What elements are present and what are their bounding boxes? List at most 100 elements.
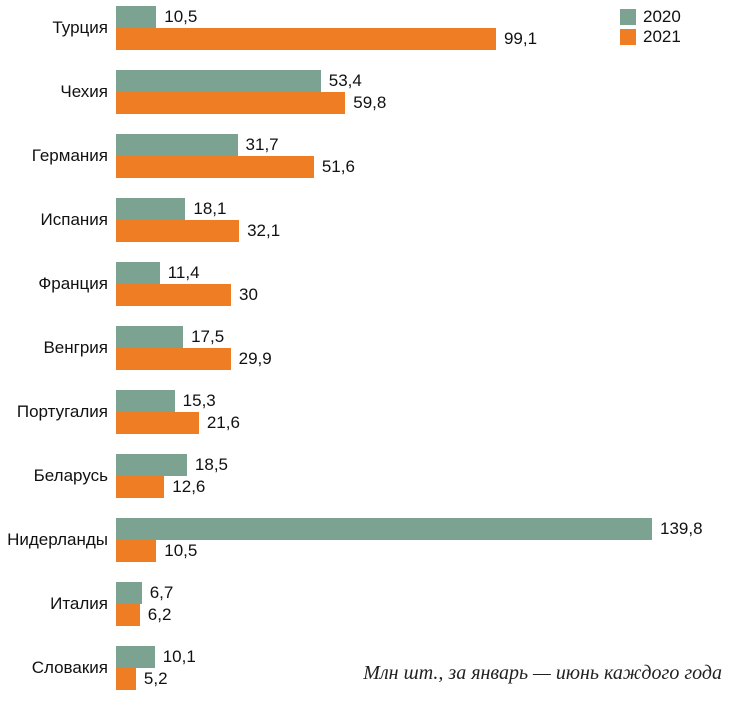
bar-line-2020: 15,3 bbox=[116, 390, 732, 412]
bar-2020 bbox=[116, 6, 157, 28]
bar-group: Нидерланды 139,8 10,5 bbox=[0, 518, 732, 562]
bar-pair: 10,5 99,1 bbox=[116, 6, 732, 50]
bar-group: Словакия 10,1 5,2 bbox=[0, 646, 732, 690]
bar-line-2020: 139,8 bbox=[116, 518, 732, 540]
bar-pair: 11,4 30 bbox=[116, 262, 732, 306]
bar-2021 bbox=[116, 220, 240, 242]
bar-pair: 6,7 6,2 bbox=[116, 582, 732, 626]
legend-item-2021: 2021 bbox=[620, 27, 681, 46]
value-label: 12,6 bbox=[172, 477, 206, 496]
bar-pair: 53,4 59,8 bbox=[116, 70, 732, 114]
bar-line-2020: 10,1 bbox=[116, 646, 732, 668]
bar-2021 bbox=[116, 284, 232, 306]
bar-pair: 10,1 5,2 bbox=[116, 646, 732, 690]
value-label: 29,9 bbox=[238, 349, 272, 368]
bar-line-2021: 6,2 bbox=[116, 604, 732, 626]
bar-line-2021: 10,5 bbox=[116, 540, 732, 562]
bar-group: Чехия 53,4 59,8 bbox=[0, 70, 732, 114]
category-label: Словакия bbox=[31, 657, 108, 677]
bar-group: Португалия 15,3 21,6 bbox=[0, 390, 732, 434]
value-label: 11,4 bbox=[167, 263, 200, 282]
bar-pair: 31,7 51,6 bbox=[116, 134, 732, 178]
bar-2020 bbox=[116, 390, 175, 412]
bar-line-2021: 32,1 bbox=[116, 220, 732, 242]
value-label: 6,7 bbox=[149, 583, 174, 602]
value-label: 18,5 bbox=[194, 455, 229, 474]
bar-2021 bbox=[116, 476, 165, 498]
bar-2021 bbox=[116, 348, 231, 370]
bar-chart: Турция 10,5 99,1 Чехия 53,4 59,8 Германия 31,7 5… bbox=[0, 6, 732, 710]
category-label: Турция bbox=[52, 17, 108, 37]
bar-line-2021: 29,9 bbox=[116, 348, 732, 370]
bar-group: Франция 11,4 30 bbox=[0, 262, 732, 306]
bar-group: Испания 18,1 32,1 bbox=[0, 198, 732, 242]
legend-item-2020: 2020 bbox=[620, 7, 681, 26]
legend: 2020 2021 bbox=[620, 7, 681, 48]
category-label: Испания bbox=[40, 209, 108, 229]
bar-pair: 15,3 21,6 bbox=[116, 390, 732, 434]
bar-line-2020: 17,5 bbox=[116, 326, 732, 348]
bar-2020 bbox=[116, 326, 184, 348]
bar-pair: 139,8 10,5 bbox=[116, 518, 732, 562]
legend-swatch-icon bbox=[620, 29, 636, 45]
value-label: 32,1 bbox=[247, 221, 281, 240]
bar-2021 bbox=[116, 540, 157, 562]
value-label: 17,5 bbox=[191, 327, 225, 346]
bar-pair: 18,1 32,1 bbox=[116, 198, 732, 242]
value-label: 51,6 bbox=[321, 157, 355, 176]
bar-2021 bbox=[116, 92, 346, 114]
bar-line-2021: 5,2 bbox=[116, 668, 732, 690]
chart-caption: Млн шт., за январь — июнь каждого года bbox=[363, 662, 722, 684]
bar-2020 bbox=[116, 454, 187, 476]
bar-group: Италия 6,7 6,2 bbox=[0, 582, 732, 626]
value-label: 5,2 bbox=[143, 669, 168, 688]
bar-2020 bbox=[116, 70, 321, 92]
bar-2021 bbox=[116, 28, 496, 50]
category-label: Германия bbox=[31, 145, 108, 165]
bar-line-2020: 31,7 bbox=[116, 134, 732, 156]
bar-line-2021: 12,6 bbox=[116, 476, 732, 498]
value-label: 10,5 bbox=[164, 541, 198, 560]
bar-pair: 18,5 12,6 bbox=[116, 454, 732, 498]
bar-line-2021: 59,8 bbox=[116, 92, 732, 114]
bar-line-2021: 21,6 bbox=[116, 412, 732, 434]
bar-line-2020: 10,5 bbox=[116, 6, 732, 28]
value-label: 31,7 bbox=[245, 135, 279, 154]
bar-line-2021: 99,1 bbox=[116, 28, 732, 50]
bar-2021 bbox=[116, 412, 199, 434]
bar-group: Венгрия 17,5 29,9 bbox=[0, 326, 732, 370]
category-label: Чехия bbox=[60, 81, 108, 101]
value-label: 139,8 bbox=[660, 519, 703, 538]
bar-2020 bbox=[116, 198, 186, 220]
bar-line-2020: 18,1 bbox=[116, 198, 732, 220]
category-label: Нидерланды bbox=[7, 529, 108, 549]
legend-swatch-icon bbox=[620, 9, 636, 25]
category-label: Франция bbox=[38, 273, 108, 293]
bar-group: Турция 10,5 99,1 bbox=[0, 6, 732, 50]
legend-label: 2020 bbox=[643, 7, 681, 26]
value-label: 59,8 bbox=[353, 93, 387, 112]
value-label: 10,1 bbox=[162, 647, 196, 666]
bar-line-2020: 11,4 bbox=[116, 262, 732, 284]
legend-label: 2021 bbox=[643, 27, 681, 46]
bar-2020 bbox=[116, 646, 155, 668]
value-label: 21,6 bbox=[206, 413, 240, 432]
bar-2021 bbox=[116, 156, 314, 178]
bar-line-2020: 18,5 bbox=[116, 454, 732, 476]
bar-2020 bbox=[116, 582, 142, 604]
bar-2020 bbox=[116, 518, 652, 540]
bar-2020 bbox=[116, 134, 238, 156]
value-label: 30 bbox=[239, 285, 258, 304]
bar-line-2020: 53,4 bbox=[116, 70, 732, 92]
value-label: 53,4 bbox=[328, 71, 362, 90]
value-label: 6,2 bbox=[147, 605, 172, 624]
bar-2021 bbox=[116, 668, 136, 690]
bar-group: Германия 31,7 51,6 bbox=[0, 134, 732, 178]
value-label: 18,1 bbox=[193, 199, 227, 218]
value-label: 99,1 bbox=[503, 29, 538, 48]
value-label: 15,3 bbox=[182, 391, 216, 410]
bar-line-2021: 51,6 bbox=[116, 156, 732, 178]
bar-pair: 17,5 29,9 bbox=[116, 326, 732, 370]
category-label: Италия bbox=[50, 593, 108, 613]
value-label: 10,5 bbox=[164, 7, 198, 26]
